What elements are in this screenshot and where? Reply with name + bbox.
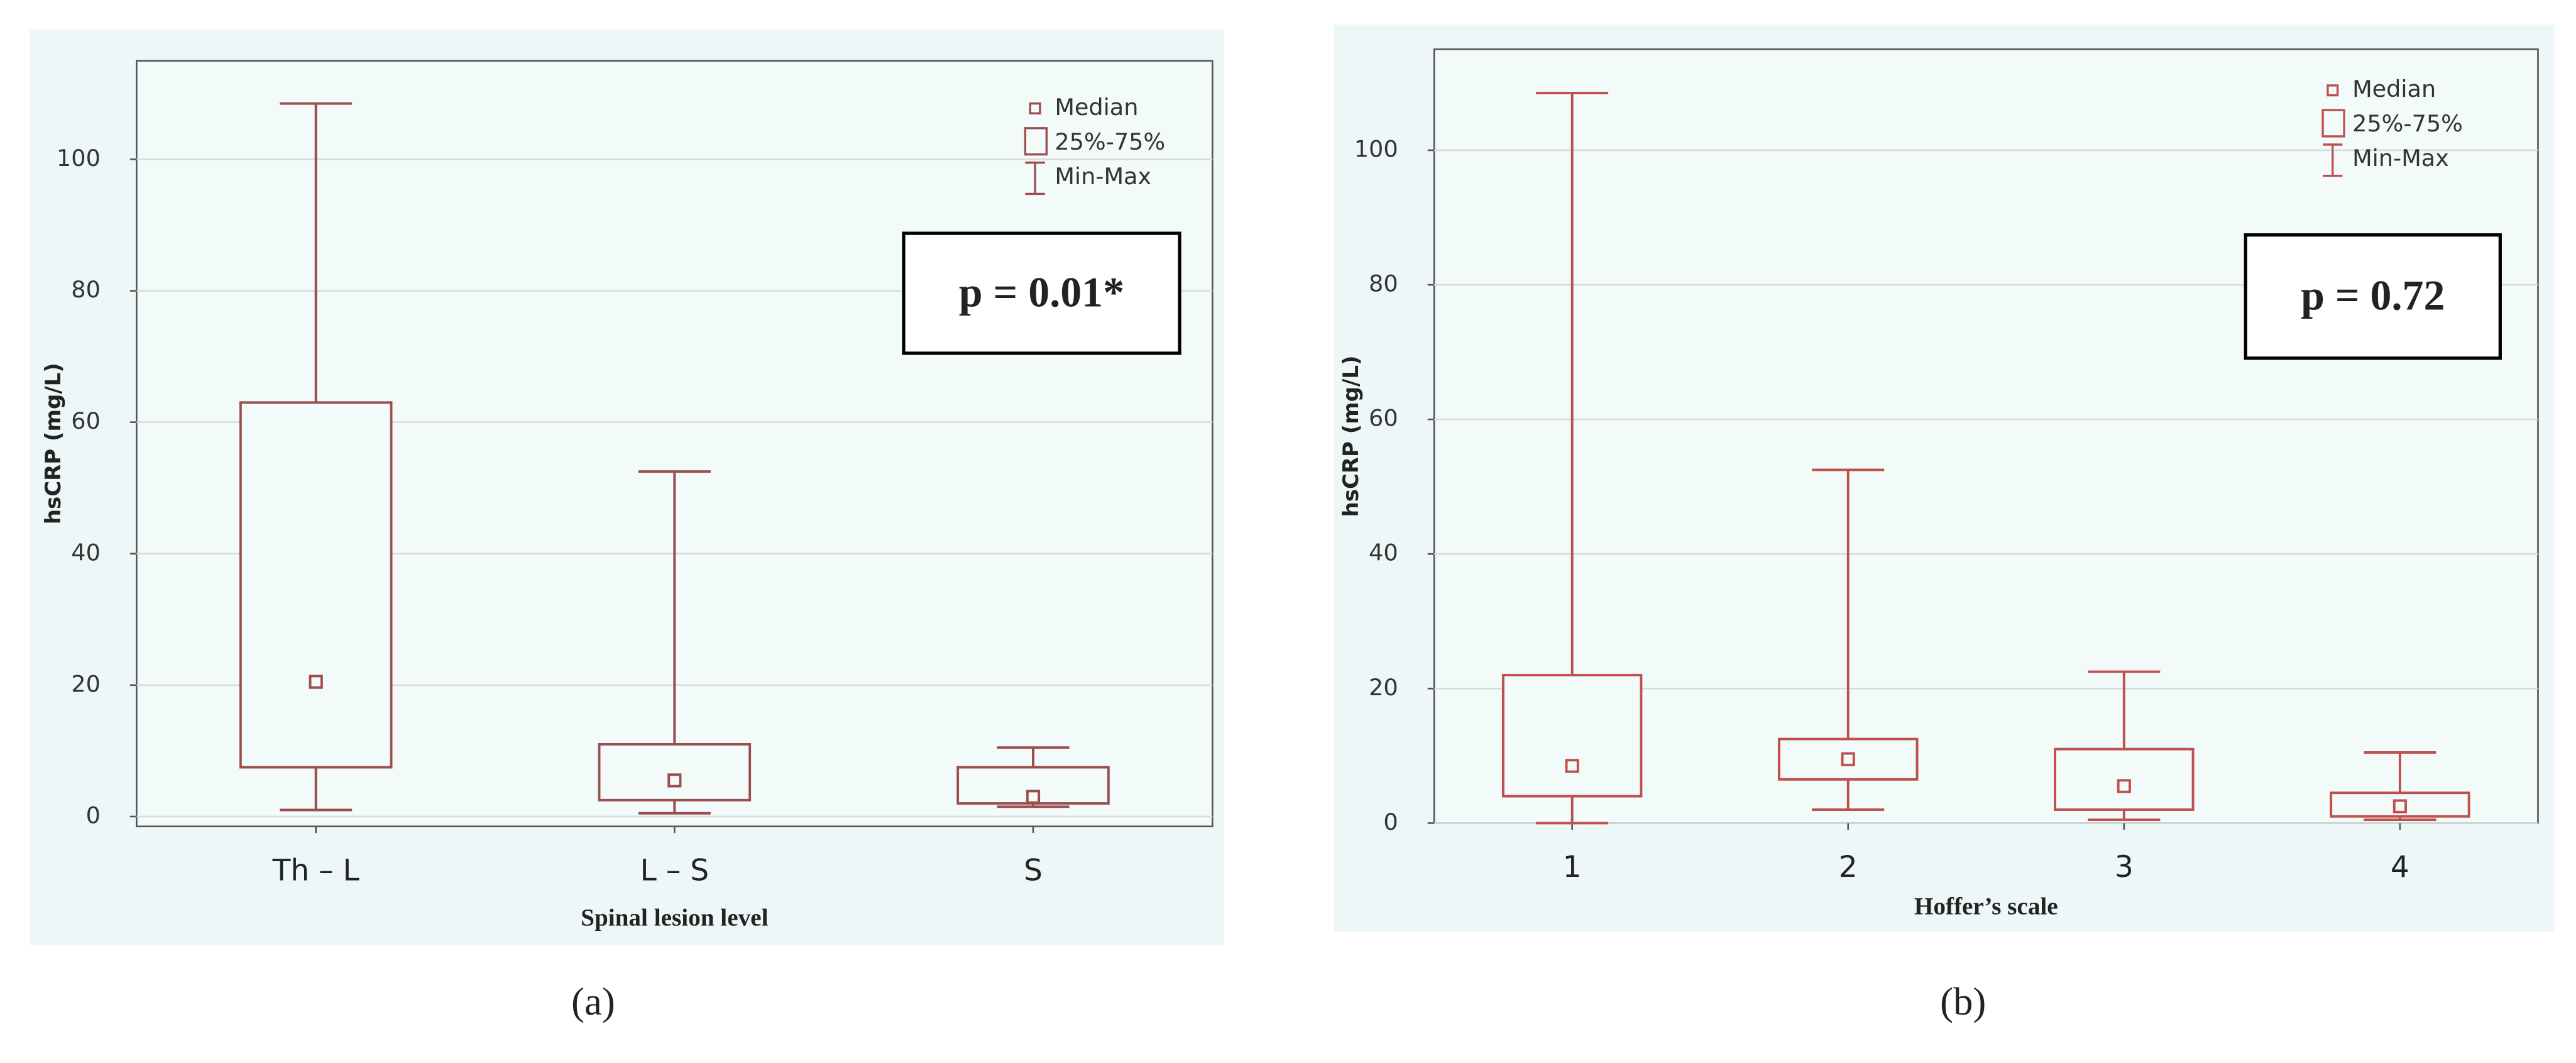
median-marker — [1841, 752, 1855, 766]
median-marker — [2392, 799, 2408, 813]
x-tick-label: S — [1024, 853, 1043, 888]
box — [1501, 673, 1643, 798]
y-tick-label: 40 — [1369, 539, 1398, 566]
y-axis-label: hsCRP (mg/L) — [1339, 355, 1364, 517]
x-tick-label: 3 — [2115, 850, 2134, 884]
legend-label: Median — [1055, 94, 1138, 121]
annotation-box — [902, 231, 1181, 355]
y-axis-label: hsCRP (mg/L) — [41, 363, 66, 524]
x-tick-label: 2 — [1839, 850, 1858, 884]
box — [1778, 737, 1919, 781]
legend-label: Median — [2352, 75, 2436, 102]
legend-box-icon — [1024, 127, 1048, 156]
box — [598, 743, 752, 801]
box — [956, 766, 1110, 805]
y-tick-label: 80 — [1369, 270, 1398, 297]
y-tick-label: 0 — [86, 801, 101, 829]
legend-whisker-icon — [2323, 143, 2343, 177]
annotation: p = 0.01* — [959, 268, 1124, 316]
legend-whisker-icon — [1025, 162, 1045, 196]
x-axis-label: Spinal lesion level — [581, 905, 768, 932]
median-marker — [2117, 779, 2131, 793]
x-tick-label: L – S — [640, 853, 709, 888]
median-marker — [1565, 759, 1579, 773]
legend-box-icon — [2321, 109, 2345, 138]
legend-median-icon — [2327, 84, 2339, 97]
caption: (a) — [571, 979, 615, 1023]
x-tick-label: 4 — [2391, 850, 2409, 884]
x-axis-label: Hoffer’s scale — [1914, 893, 2058, 920]
legend-label: 25%-75% — [1055, 128, 1165, 155]
y-tick-label: 40 — [71, 539, 101, 566]
legend-label: Min-Max — [1055, 163, 1151, 190]
legend-label: 25%-75% — [2352, 110, 2463, 137]
median-marker — [1026, 790, 1041, 804]
legend-median-icon — [1029, 102, 1041, 115]
median-marker — [309, 675, 323, 689]
y-tick-label: 100 — [57, 145, 101, 172]
y-tick-label: 80 — [71, 276, 101, 303]
box — [239, 401, 393, 769]
y-tick-label: 60 — [1369, 405, 1398, 432]
y-tick-label: 0 — [1383, 808, 1398, 835]
annotation-box — [2244, 233, 2502, 360]
y-tick-label: 20 — [71, 670, 101, 697]
caption: (b) — [1940, 979, 1986, 1023]
legend-label: Min-Max — [2352, 145, 2449, 172]
median-marker — [667, 773, 682, 788]
x-tick-label: Th – L — [272, 853, 359, 888]
y-tick-label: 100 — [1354, 135, 1398, 162]
annotation: p = 0.72 — [2301, 272, 2445, 319]
x-tick-label: 1 — [1563, 850, 1582, 884]
y-tick-label: 60 — [71, 407, 101, 434]
y-tick-label: 20 — [1369, 674, 1398, 701]
